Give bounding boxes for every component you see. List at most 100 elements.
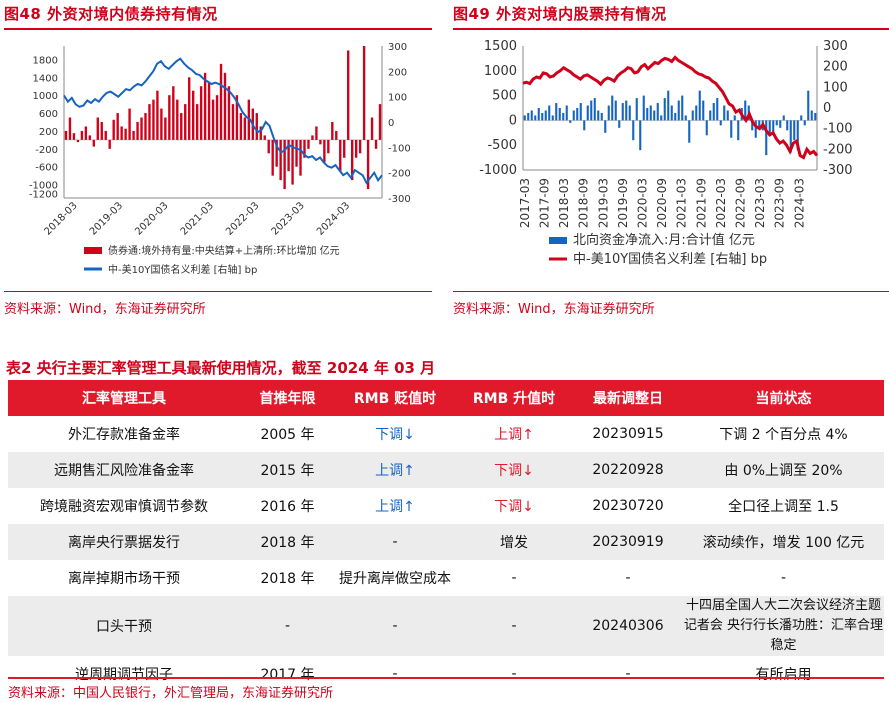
x-tick-label: 2018-03 [42,200,79,237]
cell-appreciation: - [511,666,517,682]
bar [100,122,103,140]
cell-date: 20230915 [592,426,664,442]
cell-status: 由 0%上调至 20% [683,452,884,488]
cell-date: 20230919 [573,524,683,560]
bar [199,86,203,140]
bar [287,139,290,172]
bar [597,110,600,121]
right-tick-label: 100 [823,80,848,95]
bar [211,99,215,140]
cell-year: 2015 年 [240,452,335,488]
figure-49-chart: 150010005000-500-10003002001000-100-200-… [479,39,852,267]
series-line [522,55,819,160]
cell-status: - [780,570,787,586]
left-tick-label: 1000 [33,91,58,102]
cell-tool: 离岸央行票据发行 [8,524,240,560]
bar [156,90,159,140]
bar [702,100,705,121]
bar [814,112,817,121]
bar [712,103,715,121]
bar [339,139,342,172]
cell-tool: 远期售汇风险准备金率 [8,452,240,488]
legend-bar-swatch [549,237,567,244]
figure-49-panel: 图49 外资对境内股票持有情况 1500 1000 500 0 -500 -1000 300… [449,0,889,322]
bar [730,120,733,138]
left-tick-label: -200 [35,145,58,156]
bar [350,139,354,181]
table-bottom-rule [8,677,884,679]
figure-49-title: 图49 外资对境内股票持有情况 [453,5,667,23]
bar [219,63,223,140]
cell-date: - [625,570,631,586]
bar [184,104,187,140]
cell-appreciation: 增发 [455,524,573,560]
bar [576,108,579,121]
bar [639,120,642,151]
fx-tools-table: 汇率管理工具 首推年限 RMB 贬值时 RMB 升值时 最新调整日 当前状态 外… [8,380,884,692]
bar [754,120,757,138]
x-tick-label: 2019-03 [596,178,610,228]
x-tick-label: 2017-03 [518,178,532,228]
x-tick-label: 2020-09 [655,178,669,228]
bar [590,100,593,121]
header-appreciation: RMB 升值时 [455,380,573,416]
bar [255,113,258,140]
left-tick-label: 1500 [484,39,517,54]
cell-status: 下调 2 个百分点 4% [719,427,848,443]
cell-date: 20220928 [573,452,683,488]
cell-tool: 离岸掉期市场干预 [68,571,180,587]
bar [275,139,278,167]
bar [303,139,306,158]
x-tick-label: 2023-03 [753,178,767,228]
x-tick-label: 2023-09 [773,178,787,228]
bar [716,98,719,121]
cell-depreciation: 下调↓ [375,427,415,443]
bar [323,139,326,163]
bar [207,81,211,140]
bar [76,139,80,143]
table-row: 远期售汇风险准备金率 2015 年 上调↑ 下调↓ 20220928 由 0%上… [8,452,884,488]
bar [279,139,282,181]
cell-status: 全口径上调至 1.5 [728,499,839,515]
bar [670,105,673,121]
table-2-source: 资料来源：中国人民银行，外汇管理局，东海证券研究所 [8,686,334,701]
bar [299,139,302,176]
bar [148,104,151,140]
bar [164,117,167,140]
bar [705,120,708,136]
bar [84,126,88,140]
bar [136,122,139,140]
x-tick-label: 2024-03 [315,200,352,237]
header-status: 当前状态 [683,380,884,416]
bar [653,110,656,121]
bar [758,120,761,128]
right-tick-label: 0 [388,118,394,129]
x-tick-label: 2018-03 [557,178,571,228]
cell-depreciation: 上调↑ [335,452,455,488]
cell-appreciation: - [511,570,517,586]
bar [267,139,270,154]
bar [695,105,698,121]
bar [378,104,382,140]
cell-date: 20230720 [592,498,664,514]
bar [562,112,565,121]
legend-bar-swatch [84,247,102,254]
table-row: 离岸央行票据发行 2018 年 - 增发 20230919 滚动续作，增发 10… [8,524,884,560]
x-tick-label: 2020-03 [133,200,170,237]
x-tick-label: 2022-03 [714,178,728,228]
bar [579,103,582,121]
right-tick-label: 300 [823,39,848,54]
bar [691,110,694,121]
right-tick-label: 200 [388,67,407,78]
bar [789,120,792,153]
figure-48-panel: 图48 外资对境内债券持有情况 1800 1400 1000 600 200 -200 -6… [0,0,432,322]
figure-48-bottom-rule [4,291,432,292]
left-tick-label: 500 [492,89,517,104]
bar [642,95,645,121]
cell-status: 有所启用 [755,667,812,683]
figure-49-bottom-rule [453,291,889,292]
header-depreciation: RMB 贬值时 [335,380,455,416]
x-tick-label: 2019-09 [616,178,630,228]
bar [796,120,799,151]
left-tick-label: 0 [509,113,517,128]
